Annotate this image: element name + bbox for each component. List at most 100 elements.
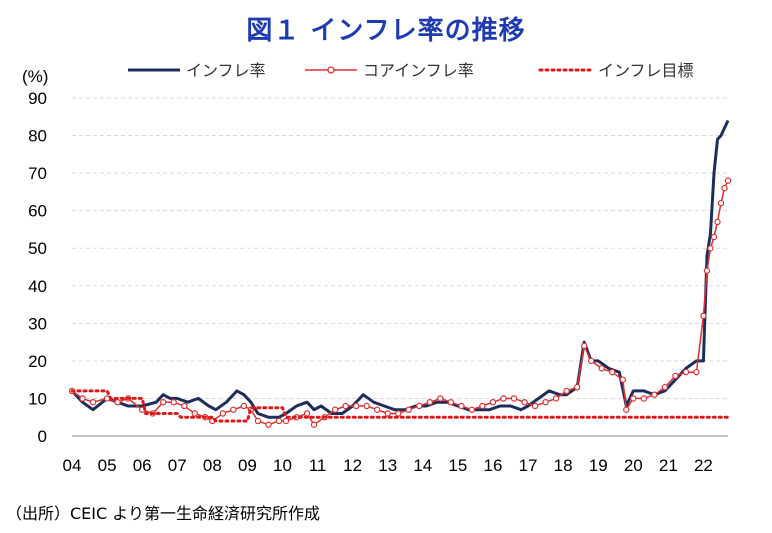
series-line-inflation [70, 119, 730, 419]
legend-marker-core [327, 66, 335, 74]
x-tick-label: 05 [98, 456, 117, 475]
gridlines [72, 97, 728, 399]
data-point-core [640, 395, 648, 402]
x-tick-label: 15 [448, 456, 467, 475]
data-point-core [310, 421, 318, 428]
x-tick-label: 04 [63, 456, 82, 475]
data-point-core [542, 399, 549, 406]
data-point-core [682, 368, 690, 376]
data-point-core [265, 421, 272, 428]
data-point-core [352, 402, 360, 410]
y-tick-labels: 0 10 20 30 40 50 60 70 80 90 [28, 89, 47, 446]
data-point-core [458, 402, 465, 410]
y-tick-label: 70 [28, 164, 47, 183]
series-layer [68, 119, 732, 428]
data-point-core [79, 395, 86, 402]
y-tick-label: 10 [28, 389, 47, 408]
data-point-core [587, 357, 595, 365]
data-point-core [714, 218, 721, 226]
data-point-core [181, 402, 188, 410]
legend-label: コアインフレ率 [363, 61, 474, 80]
data-point-core [623, 406, 630, 413]
data-point-core [573, 383, 581, 391]
data-point-core [331, 406, 339, 413]
data-point-core [170, 399, 177, 406]
x-tick-label: 18 [554, 456, 573, 475]
x-tick-label: 21 [659, 456, 678, 475]
y-tick-label: 40 [28, 277, 47, 296]
data-point-core [479, 402, 486, 410]
data-point-core [230, 406, 237, 413]
data-point-core [580, 342, 588, 350]
y-tick-label: 20 [28, 352, 47, 371]
data-point-core [447, 399, 455, 406]
y-tick-label: 80 [28, 127, 47, 146]
data-point-core [254, 417, 262, 425]
data-point-core [609, 368, 616, 376]
x-tick-label: 12 [343, 456, 362, 475]
x-tick-label: 13 [378, 456, 397, 475]
x-tick-label: 09 [238, 456, 257, 475]
data-point-core [721, 184, 728, 192]
data-point-core [598, 365, 605, 372]
data-point-core [395, 410, 402, 417]
data-point-core [240, 402, 248, 410]
y-axis-label: (%) [22, 67, 48, 86]
x-tick-label: 06 [133, 456, 152, 475]
chart-title: 図１ インフレ率の推移 [246, 16, 526, 46]
data-point-core [468, 406, 476, 413]
data-point-core [672, 372, 679, 380]
data-point-core [703, 267, 711, 274]
data-point-core [373, 406, 381, 413]
series-line-target [70, 389, 730, 423]
data-point-core [510, 395, 518, 402]
data-point-core [89, 399, 97, 406]
data-point-core [363, 402, 370, 410]
x-tick-label: 08 [203, 456, 222, 475]
data-point-core [619, 376, 626, 383]
x-tick-label: 16 [484, 456, 503, 475]
y-tick-label: 50 [28, 239, 47, 258]
x-tick-label: 22 [694, 456, 713, 475]
series-line-core [71, 180, 729, 426]
data-point-core [219, 410, 227, 417]
data-point-core [500, 395, 507, 402]
x-tick-label: 11 [309, 456, 327, 475]
x-tick-label: 07 [168, 456, 187, 475]
x-tick-label: 10 [273, 456, 292, 475]
data-point-core [489, 399, 497, 406]
legend-label: インフレ率 [186, 61, 266, 80]
data-point-core [552, 395, 560, 402]
legend-label: インフレ目標 [598, 61, 694, 80]
data-point-core [191, 410, 198, 417]
data-point-core [416, 402, 423, 410]
data-point-core [303, 410, 311, 417]
data-point-core [405, 406, 412, 413]
data-point-core [724, 177, 732, 184]
data-point-core [342, 402, 349, 410]
data-point-core [651, 391, 658, 398]
data-point-core [717, 199, 725, 207]
data-point-core [521, 399, 528, 406]
x-tick-label: 19 [589, 456, 608, 475]
data-point-core [630, 395, 637, 402]
x-tick-labels: 04 05 06 07 08 09 10 11 12 13 14 15 16 17 18 19 20 21 22 [63, 456, 713, 475]
data-point-core [531, 402, 539, 410]
data-point-core [384, 410, 391, 417]
data-point-core [114, 399, 121, 406]
data-point-core [160, 399, 167, 406]
data-point-core [700, 312, 707, 320]
y-tick-label: 90 [28, 89, 47, 108]
data-point-core [693, 368, 700, 376]
legend: インフレ率 コアインフレ率 インフレ目標 [128, 61, 694, 80]
x-tick-label: 14 [413, 456, 432, 475]
source-note: （出所）CEIC より第一生命経済研究所作成 [6, 504, 320, 523]
x-tick-label: 17 [519, 456, 538, 475]
data-point-core [661, 383, 669, 391]
data-point-core [282, 417, 290, 425]
y-tick-label: 0 [38, 427, 47, 446]
data-point-core [707, 245, 714, 252]
y-tick-label: 30 [28, 314, 47, 333]
y-tick-label: 60 [28, 202, 47, 221]
